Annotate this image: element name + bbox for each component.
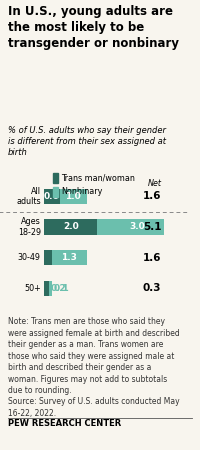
Bar [44, 281, 49, 296]
Bar [53, 187, 58, 197]
Text: 5.1: 5.1 [143, 222, 161, 232]
Text: % of U.S. adults who say their gender
is different from their sex assigned at
bi: % of U.S. adults who say their gender is… [8, 126, 166, 157]
Text: 1.0: 1.0 [65, 192, 81, 201]
Text: 0.3: 0.3 [53, 253, 69, 262]
Text: Trans man/woman: Trans man/woman [61, 173, 135, 182]
Text: 3.0: 3.0 [129, 222, 145, 231]
Bar [53, 173, 58, 183]
Text: PEW RESEARCH CENTER: PEW RESEARCH CENTER [8, 419, 121, 428]
Bar [97, 219, 177, 234]
Text: 0.3: 0.3 [143, 284, 161, 293]
Text: 0.2: 0.2 [51, 284, 66, 293]
Text: In U.S., young adults are
the most likely to be
transgender or nonbinary: In U.S., young adults are the most likel… [8, 5, 179, 50]
Text: 1.3: 1.3 [61, 253, 77, 262]
Text: 1.6: 1.6 [143, 191, 161, 201]
Text: 0.1: 0.1 [54, 284, 70, 293]
Text: 30-49: 30-49 [18, 253, 41, 262]
Bar [44, 189, 60, 204]
Text: 1.6: 1.6 [143, 252, 161, 263]
Bar [44, 219, 97, 234]
Text: Net: Net [147, 179, 161, 188]
Text: Ages
18-29: Ages 18-29 [18, 217, 41, 237]
Text: Note: Trans men are those who said they
were assigned female at birth and descri: Note: Trans men are those who said they … [8, 317, 180, 418]
Text: 2.0: 2.0 [63, 222, 79, 231]
Bar [60, 189, 87, 204]
Text: 50+: 50+ [24, 284, 41, 293]
Text: 0.6: 0.6 [44, 192, 60, 201]
Text: All
adults: All adults [16, 187, 41, 206]
Bar [52, 250, 87, 266]
Text: Nonbinary: Nonbinary [61, 187, 102, 196]
Bar [49, 281, 52, 296]
Bar [44, 250, 52, 266]
